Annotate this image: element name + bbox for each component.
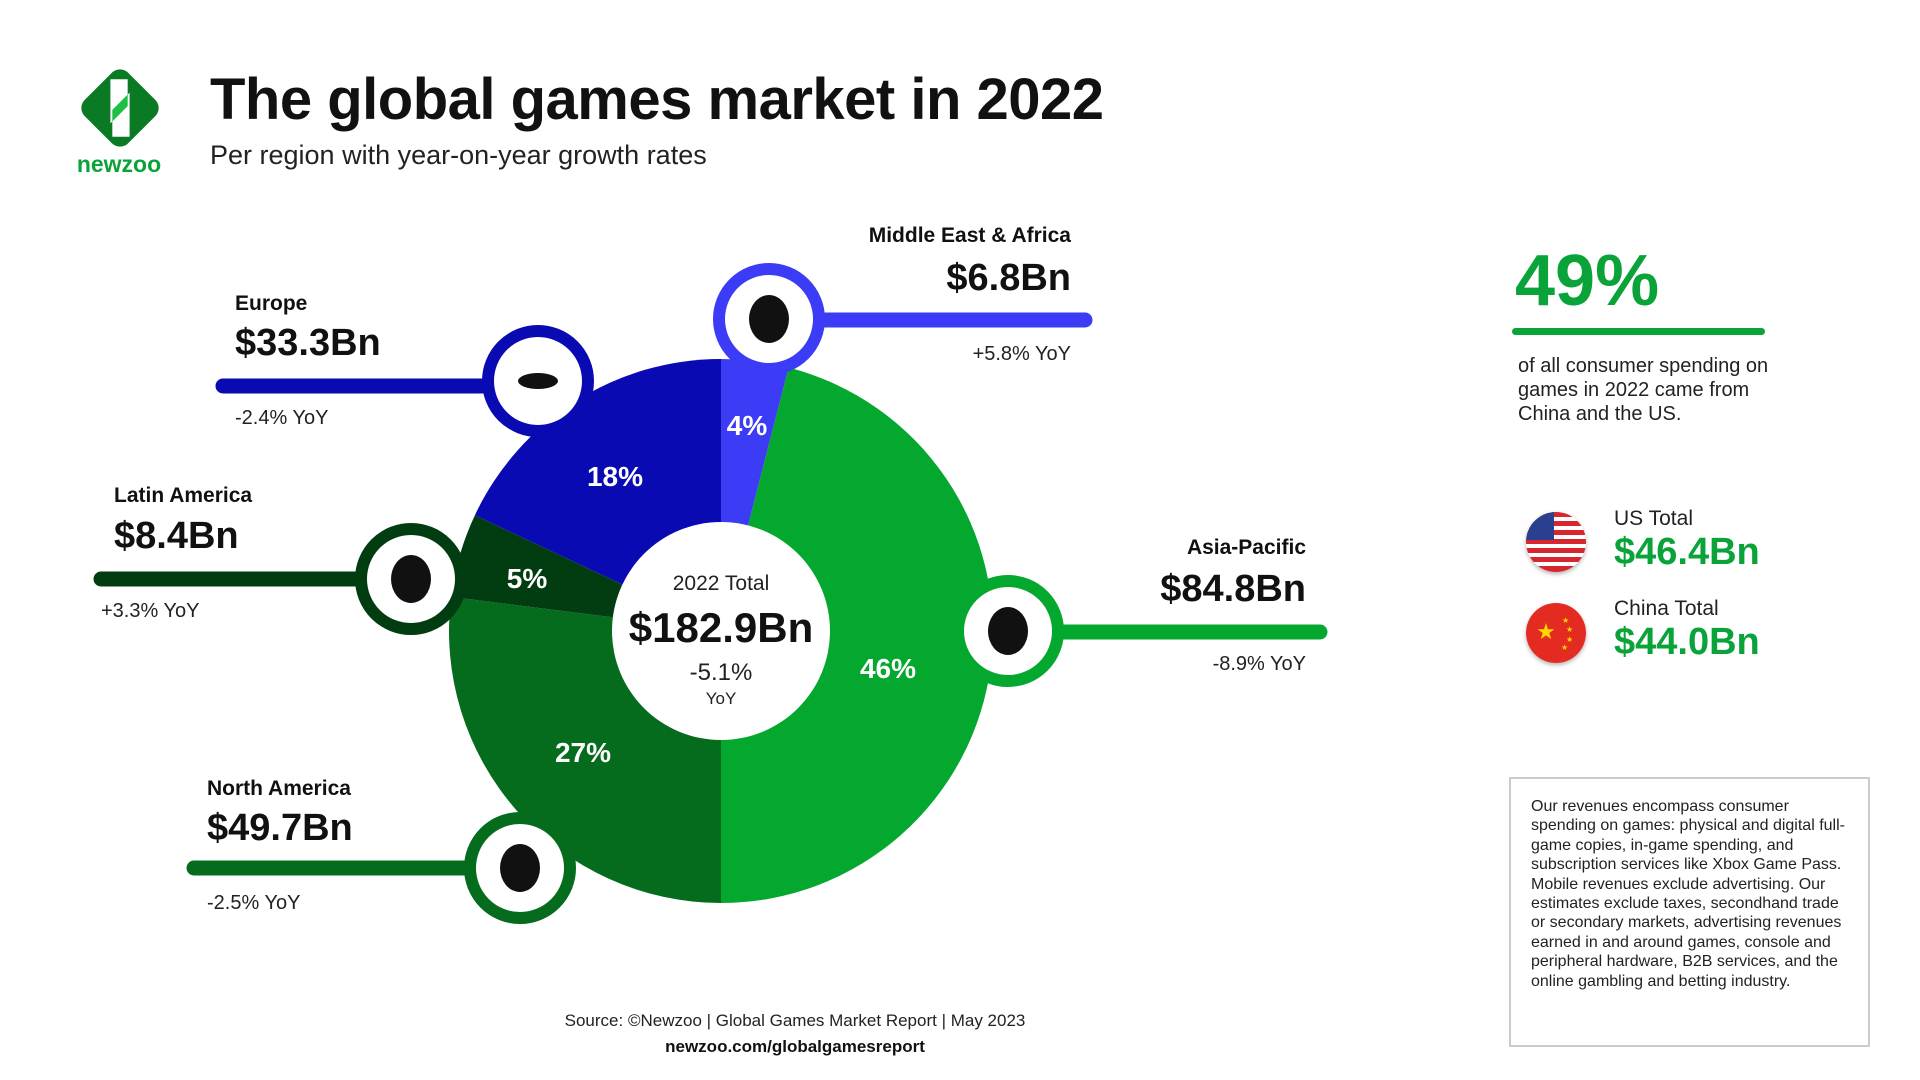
- region-yoy-apac: -8.9% YoY: [1212, 653, 1306, 675]
- report-link[interactable]: newzoo.com/globalgamesreport: [665, 1037, 925, 1056]
- region-value-na: $49.7Bn: [207, 807, 353, 849]
- svg-text:★: ★: [1561, 643, 1568, 652]
- europe-map-icon: [518, 373, 558, 389]
- pct-label-latam: 5%: [506, 563, 548, 594]
- pct-label-mea: 4%: [726, 410, 768, 441]
- region-name-mea: Middle East & Africa: [868, 224, 1071, 247]
- us-total-value: $46.4Bn: [1614, 531, 1760, 573]
- stat-underline: [1512, 328, 1765, 335]
- china-flag-icon: ★ ★ ★ ★ ★: [1526, 603, 1586, 663]
- page-subtitle: Per region with year-on-year growth rate…: [210, 140, 707, 170]
- us-total-label: US Total: [1614, 507, 1693, 530]
- south-america-map-icon: [391, 555, 431, 603]
- svg-text:★: ★: [1566, 625, 1573, 634]
- center-total: $182.9Bn: [628, 604, 814, 651]
- north-america-map-icon: [500, 844, 540, 892]
- region-yoy-mea: +5.8% YoY: [972, 343, 1071, 365]
- region-value-europe: $33.3Bn: [235, 322, 381, 364]
- asia-pacific-map-icon: [988, 607, 1028, 655]
- china-us-share-stat: 49%: [1515, 241, 1660, 321]
- source-text: Source: ©Newzoo | Global Games Market Re…: [564, 1011, 1026, 1030]
- pct-label-apac: 46%: [859, 653, 917, 684]
- region-value-apac: $84.8Bn: [1160, 568, 1306, 610]
- region-name-na: North America: [207, 777, 351, 800]
- svg-text:★: ★: [1536, 619, 1556, 644]
- region-value-latam: $8.4Bn: [114, 515, 239, 557]
- china-us-share-text: of all consumer spending on games in 202…: [1518, 355, 1769, 425]
- pct-label-na: 27%: [554, 737, 612, 768]
- center-hole: [612, 522, 830, 740]
- region-name-europe: Europe: [235, 292, 308, 315]
- pct-label-europe: 18%: [586, 461, 644, 492]
- region-name-latam: Latin America: [114, 484, 253, 507]
- region-yoy-latam: +3.3% YoY: [101, 600, 200, 622]
- center-growth-unit: YoY: [705, 689, 737, 708]
- africa-map-icon: [749, 295, 789, 343]
- center-growth: -5.1%: [689, 659, 753, 686]
- center-label: 2022 Total: [672, 572, 770, 595]
- region-name-apac: Asia-Pacific: [1186, 536, 1306, 559]
- region-yoy-europe: -2.4% YoY: [235, 407, 329, 429]
- svg-text:★: ★: [1566, 635, 1573, 644]
- svg-text:★: ★: [1562, 616, 1569, 625]
- newzoo-logo-icon: [81, 69, 159, 147]
- methodology-note: Our revenues encompass consumer spending…: [1509, 777, 1870, 1047]
- us-flag-icon: [1526, 512, 1586, 572]
- page-title: The global games market in 2022: [210, 67, 1104, 132]
- logo-text: newzoo: [76, 151, 162, 177]
- china-total-value: $44.0Bn: [1614, 621, 1760, 663]
- china-total-label: China Total: [1614, 597, 1719, 620]
- region-yoy-na: -2.5% YoY: [207, 892, 301, 914]
- slice-apac: [721, 367, 994, 903]
- region-value-mea: $6.8Bn: [946, 257, 1071, 299]
